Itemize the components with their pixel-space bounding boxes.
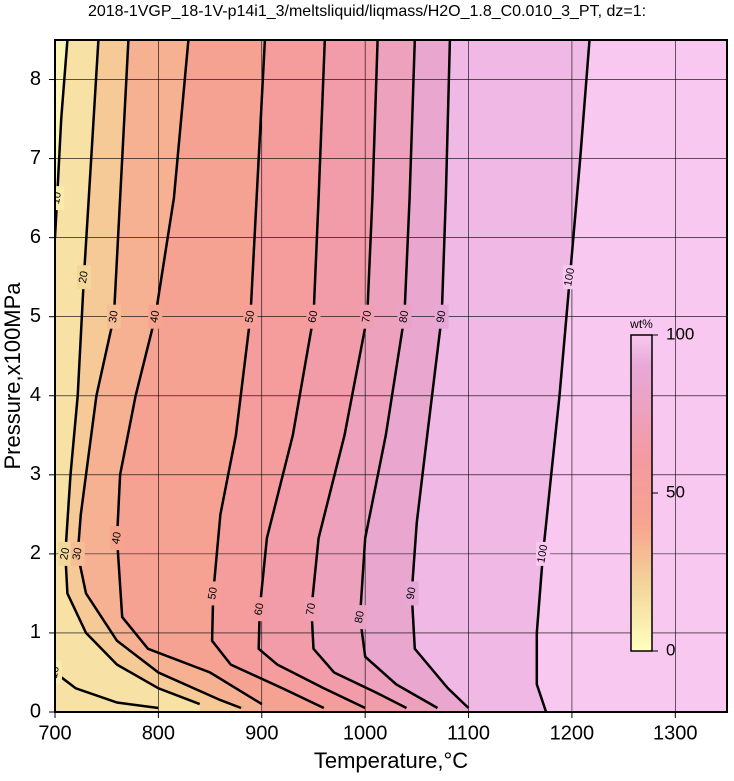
colorbar-label: wt% bbox=[629, 317, 653, 331]
contour-line bbox=[410, 40, 470, 709]
contour-label-bg bbox=[352, 605, 367, 630]
contour-band bbox=[55, 40, 68, 712]
contour-label-bg bbox=[110, 526, 125, 551]
y-tick-label: 5 bbox=[30, 305, 41, 327]
contour-label: 30 bbox=[71, 547, 85, 561]
contour-label: 10 bbox=[48, 665, 62, 679]
contour-line bbox=[115, 40, 263, 706]
contour-line bbox=[210, 40, 325, 710]
y-tick-label: 3 bbox=[30, 463, 41, 485]
chart-title: 2018-1VGP_18-1V-p14i1_3/meltsliquid/liqm… bbox=[88, 3, 646, 20]
contour-label-bg bbox=[360, 304, 375, 329]
x-tick-label: 800 bbox=[142, 722, 175, 744]
x-tick-label: 900 bbox=[245, 722, 278, 744]
contour-label-bg bbox=[252, 597, 267, 622]
contour-label-bg bbox=[148, 304, 163, 329]
contour-label: 100 bbox=[535, 544, 550, 564]
x-tick-label: 700 bbox=[38, 722, 71, 744]
contour-label: 70 bbox=[304, 602, 318, 616]
colorbar bbox=[630, 334, 653, 652]
y-tick-label: 0 bbox=[30, 700, 41, 722]
contour-label: 20 bbox=[58, 547, 72, 561]
contour-label-bg bbox=[55, 660, 62, 685]
colorbar-tick-label: 50 bbox=[666, 482, 685, 501]
contour-label-bg bbox=[58, 541, 73, 566]
x-axis-label: Temperature,°C bbox=[314, 748, 468, 773]
contour-label-bg bbox=[106, 304, 121, 329]
contour-label: 10 bbox=[50, 191, 64, 205]
contour-line bbox=[310, 40, 408, 710]
contour-label: 60 bbox=[253, 602, 267, 616]
contour-label-bg bbox=[55, 186, 65, 211]
x-tick-label: 1300 bbox=[653, 722, 698, 744]
contour-fills bbox=[55, 40, 727, 712]
contour-label: 80 bbox=[397, 310, 411, 324]
y-tick-label: 4 bbox=[30, 384, 41, 406]
y-tick-label: 2 bbox=[30, 542, 41, 564]
contour-line bbox=[257, 40, 366, 710]
colorbar-tick-label: 0 bbox=[666, 640, 675, 659]
contour-band bbox=[55, 40, 242, 712]
y-tick-label: 1 bbox=[30, 621, 41, 643]
contour-lines: 1010202030304040505060607070808090901001… bbox=[48, 40, 591, 712]
contour-label: 100 bbox=[562, 267, 577, 287]
contour-label-bg bbox=[206, 581, 221, 606]
contour-label: 90 bbox=[435, 310, 449, 324]
contour-line bbox=[535, 40, 591, 712]
contour-label-bg bbox=[243, 304, 258, 329]
contour-label-bg bbox=[397, 304, 412, 329]
contour-label-bg bbox=[70, 541, 85, 566]
contour-label: 80 bbox=[353, 610, 367, 624]
y-axis-label: Pressure,x100MPa bbox=[0, 282, 25, 470]
x-tick-label: 1000 bbox=[343, 722, 388, 744]
contour-label-bg bbox=[76, 265, 91, 290]
contour-label: 40 bbox=[148, 310, 162, 324]
contour-label: 40 bbox=[110, 531, 124, 545]
x-tick-label: 1200 bbox=[550, 722, 595, 744]
contour-label: 20 bbox=[77, 270, 91, 284]
x-tick-label: 1100 bbox=[447, 722, 490, 744]
y-tick-label: 6 bbox=[30, 226, 41, 248]
contour-label: 50 bbox=[206, 586, 220, 600]
y-tick-label: 7 bbox=[30, 147, 41, 169]
contour-label-bg bbox=[434, 304, 449, 329]
contour-label: 60 bbox=[306, 310, 320, 324]
contour-label: 90 bbox=[405, 586, 419, 600]
plot-frame bbox=[54, 39, 728, 713]
contour-label-bg bbox=[306, 304, 321, 329]
contour-label: 50 bbox=[243, 310, 257, 324]
contour-label-bg bbox=[404, 581, 419, 606]
colorbar-tick-label: 100 bbox=[666, 324, 694, 343]
contour-label-bg bbox=[535, 541, 550, 566]
contour-band bbox=[55, 40, 200, 712]
contour-label-bg bbox=[304, 597, 319, 622]
contour-label-bg bbox=[562, 265, 577, 290]
contour-line bbox=[55, 40, 159, 710]
y-tick-label: 8 bbox=[30, 68, 41, 90]
contour-label: 70 bbox=[360, 310, 374, 324]
contour-label: 30 bbox=[107, 310, 121, 324]
contour-line bbox=[358, 40, 439, 710]
